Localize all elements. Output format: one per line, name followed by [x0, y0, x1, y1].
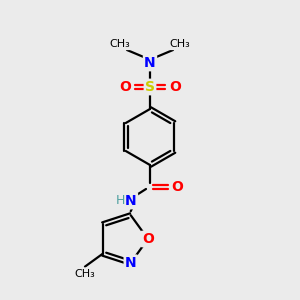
Text: CH₃: CH₃ — [169, 39, 190, 49]
Text: CH₃: CH₃ — [75, 268, 95, 279]
Text: N: N — [125, 194, 137, 208]
Text: O: O — [142, 232, 154, 246]
Text: O: O — [119, 80, 131, 94]
Text: CH₃: CH₃ — [110, 39, 130, 49]
Text: S: S — [145, 80, 155, 94]
Text: H: H — [115, 194, 125, 208]
Text: O: O — [171, 180, 183, 194]
Text: N: N — [125, 256, 136, 270]
Text: O: O — [169, 80, 181, 94]
Text: N: N — [144, 56, 156, 70]
